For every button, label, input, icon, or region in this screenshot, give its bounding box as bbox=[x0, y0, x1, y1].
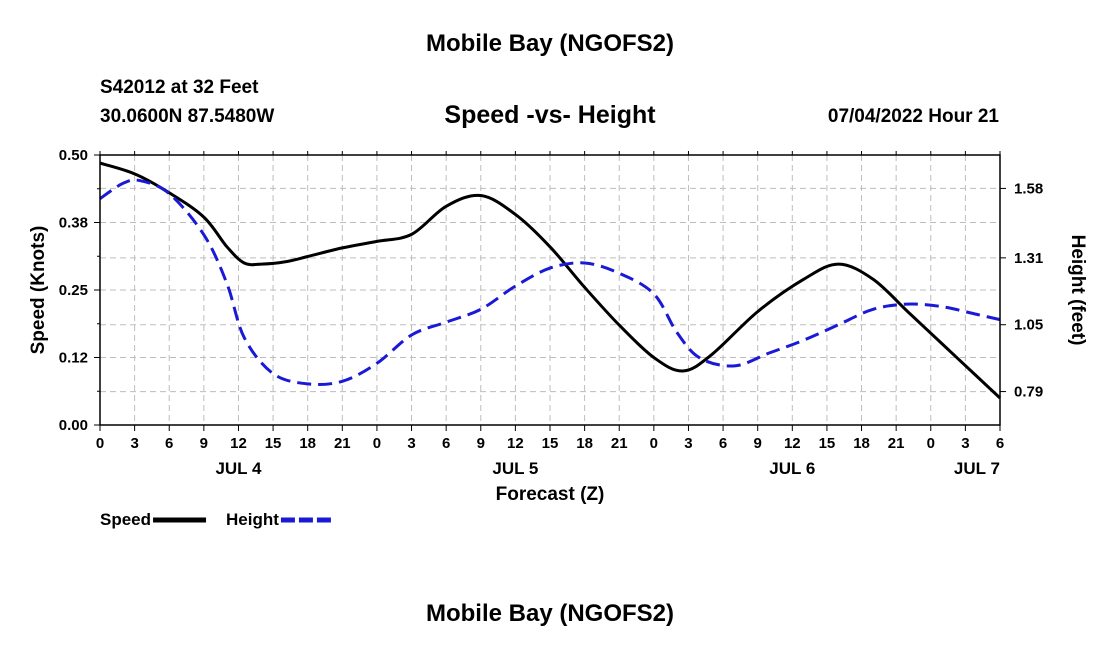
y-tick-label: 0.00 bbox=[59, 417, 88, 434]
x-tick-label: 0 bbox=[373, 435, 381, 452]
y-axis-label: Speed (Knots) bbox=[28, 226, 49, 355]
series-line-speed bbox=[99, 161, 1002, 400]
y2-tick-label: 1.58 bbox=[1014, 180, 1043, 197]
x-tick-label: 15 bbox=[265, 435, 282, 452]
x-tick-label: 9 bbox=[754, 435, 762, 452]
y2-tick-label: 1.05 bbox=[1014, 317, 1043, 334]
x-tick-label: 12 bbox=[784, 435, 801, 452]
x-tick-label: 12 bbox=[230, 435, 247, 452]
x-tick-label: 6 bbox=[719, 435, 727, 452]
x-axis-label: Forecast (Z) bbox=[496, 484, 605, 505]
series-layer bbox=[99, 161, 1002, 400]
x-tick-label: 18 bbox=[299, 435, 316, 452]
x-tick-label: 15 bbox=[542, 435, 559, 452]
x-tick-label: 21 bbox=[888, 435, 905, 452]
day-label: JUL 7 bbox=[954, 459, 1000, 478]
x-tick-label: 9 bbox=[200, 435, 208, 452]
x-tick-label: 18 bbox=[853, 435, 870, 452]
x-tick-label: 3 bbox=[407, 435, 415, 452]
x-tick-label: 6 bbox=[442, 435, 450, 452]
y-tick-label: 0.25 bbox=[59, 282, 88, 299]
x-tick-label: 0 bbox=[927, 435, 935, 452]
y-tick-label: 0.50 bbox=[59, 147, 88, 164]
x-tick-label: 6 bbox=[996, 435, 1004, 452]
x-tick-label: 0 bbox=[650, 435, 658, 452]
chart-title: Mobile Bay (NGOFS2) bbox=[425, 30, 675, 57]
x-tick-label: 9 bbox=[477, 435, 485, 452]
legend-label-speed: Speed bbox=[100, 510, 151, 529]
x-tick-label: 3 bbox=[130, 435, 138, 452]
legend-label-height: Height bbox=[226, 510, 279, 529]
day-label: JUL 5 bbox=[492, 459, 538, 478]
footer-title: Mobile Bay (NGOFS2) bbox=[425, 600, 675, 627]
x-tick-label: 3 bbox=[961, 435, 969, 452]
x-tick-label: 0 bbox=[96, 435, 104, 452]
grid bbox=[100, 155, 1000, 425]
x-tick-label: 3 bbox=[684, 435, 692, 452]
x-tick-label: 12 bbox=[507, 435, 524, 452]
day-label: JUL 4 bbox=[215, 459, 262, 478]
chart-subtitle: Speed -vs- Height bbox=[444, 101, 656, 129]
y2-axis-label: Height (feet) bbox=[1067, 235, 1088, 346]
series-line-height bbox=[99, 178, 1001, 387]
x-tick-label: 6 bbox=[165, 435, 173, 452]
x-tick-label: 21 bbox=[334, 435, 351, 452]
axes: 0 3 6 9 12 15 18 21 0 3 6 9 12 15 18 21 0 3 6 9 12 15 18 21 0 3 6 0… bbox=[28, 147, 1088, 505]
y2-tick-label: 0.79 bbox=[1014, 384, 1043, 401]
coordinates-label: 30.0600N 87.5480W bbox=[100, 106, 275, 127]
day-label: JUL 6 bbox=[769, 459, 815, 478]
x-tick-label: 18 bbox=[576, 435, 593, 452]
y-tick-label: 0.38 bbox=[59, 215, 88, 232]
station-label: S42012 at 32 Feet bbox=[100, 77, 259, 98]
y-tick-label: 0.12 bbox=[59, 350, 88, 367]
x-tick-label: 15 bbox=[819, 435, 836, 452]
y2-tick-label: 1.31 bbox=[1014, 250, 1043, 267]
x-tick-label: 21 bbox=[611, 435, 628, 452]
forecast-datetime: 07/04/2022 Hour 21 bbox=[827, 106, 999, 127]
legend: Speed Height bbox=[100, 510, 334, 529]
